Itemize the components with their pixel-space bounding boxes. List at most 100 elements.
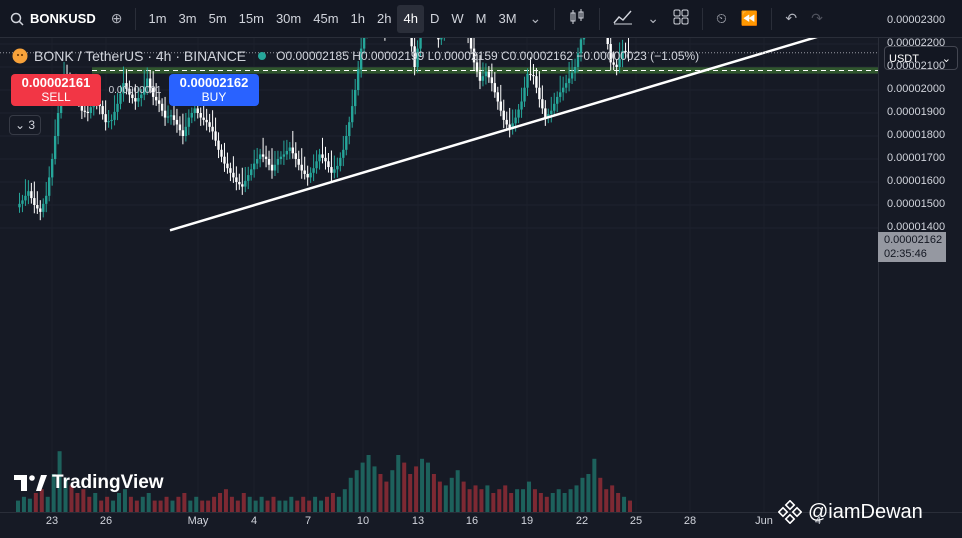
- date-tick-label: May: [187, 515, 209, 527]
- interval-5m[interactable]: 5m: [208, 10, 227, 26]
- candle-body: [478, 71, 482, 81]
- time-axis[interactable]: 23 26 May 4 7 10 13 16 19 22 25 28 Jun 4: [0, 512, 962, 538]
- symbol-search[interactable]: BONKUSD: [0, 0, 104, 37]
- layout-grid-icon[interactable]: [666, 9, 696, 28]
- candle-body: [229, 168, 232, 173]
- volume-bar: [324, 496, 329, 512]
- volume-bar: [27, 498, 32, 512]
- candle-body: [149, 78, 152, 88]
- candle-body: [526, 73, 529, 88]
- chart-legend: BONK / TetherUS · 4h · BINANCE O0.000021…: [12, 48, 699, 64]
- volume-bar: [93, 493, 98, 512]
- candle-body: [333, 169, 336, 173]
- volume-bar: [229, 496, 234, 512]
- interval-w[interactable]: W: [451, 10, 464, 26]
- sell-button[interactable]: 0.00002161 SELL: [11, 74, 101, 106]
- price-tick-label: 0.00002100: [887, 60, 946, 72]
- legend-title: BONK / TetherUS · 4h · BINANCE: [34, 48, 247, 64]
- candle-body: [125, 83, 128, 89]
- candle-body: [300, 164, 303, 171]
- top-toolbar: BONKUSD ⊕ 1m 3m 5m 15m 30m 45m 1h 2h 4h D W M 3M ⌄ ⌄…: [0, 0, 962, 38]
- volume-bar: [485, 485, 490, 512]
- candle-body: [247, 175, 250, 181]
- interval-45m[interactable]: 45m: [313, 10, 339, 26]
- divider: [135, 7, 137, 30]
- candle-body: [315, 161, 318, 169]
- interval-1m[interactable]: 1m: [148, 10, 167, 26]
- price-axis[interactable]: 0.000026000.000025000.000024000.00002300…: [878, 0, 962, 512]
- chevron-down-icon[interactable]: ⌄: [529, 10, 542, 26]
- interval-4h[interactable]: 4h: [397, 4, 424, 33]
- candle-body: [490, 77, 494, 84]
- price-tick-label: 0.00001500: [887, 198, 946, 210]
- date-tick-label: 10: [356, 515, 370, 527]
- volume-bar: [420, 458, 425, 512]
- volume-bar: [140, 496, 145, 512]
- price-tick-label: 0.00001800: [887, 129, 946, 141]
- interval-15m[interactable]: 15m: [238, 10, 264, 26]
- candle-body: [190, 113, 193, 118]
- volume-bar: [111, 500, 116, 512]
- add-symbol-icon[interactable]: ⊕: [110, 10, 123, 26]
- candle-body: [157, 100, 161, 104]
- buy-button[interactable]: 0.00002162 BUY: [169, 74, 259, 106]
- volume-bar: [556, 489, 561, 512]
- binance-logo-icon: [778, 500, 802, 524]
- divider: [554, 7, 556, 30]
- candle-body: [529, 73, 532, 76]
- price-tick-label: 0.00001400: [887, 221, 946, 233]
- volume-bar: [425, 462, 430, 512]
- candle-body: [89, 107, 92, 113]
- date-tick-label: 23: [45, 515, 59, 527]
- interval-m[interactable]: M: [475, 10, 487, 26]
- interval-30m[interactable]: 30m: [275, 10, 302, 26]
- candle-body: [178, 124, 182, 131]
- candle-body: [416, 48, 419, 67]
- candle-body: [18, 203, 21, 208]
- price-tick-label: 0.00002000: [887, 83, 946, 95]
- candle-body: [101, 106, 104, 115]
- alert-clock-icon[interactable]: ⏲: [716, 10, 727, 26]
- interval-2h[interactable]: 2h: [377, 10, 392, 26]
- candle-body: [279, 156, 283, 159]
- interval-d[interactable]: D: [429, 10, 440, 26]
- replay-icon[interactable]: ⏪: [740, 10, 759, 26]
- redo-icon[interactable]: ↷: [811, 10, 823, 26]
- price-chart[interactable]: [0, 38, 878, 512]
- interval-3m[interactable]: 3m: [178, 10, 197, 26]
- undo-icon[interactable]: ↶: [785, 10, 798, 26]
- candle-style-icon[interactable]: [561, 9, 593, 28]
- volume-bar: [16, 500, 20, 512]
- chevron-down-icon[interactable]: ⌄: [647, 10, 659, 26]
- indicators-collapse-button[interactable]: ⌄ 3: [9, 115, 41, 135]
- indicators-icon[interactable]: [606, 9, 640, 28]
- interval-1h[interactable]: 1h: [350, 10, 366, 26]
- candle-body: [550, 110, 553, 115]
- candle-body: [208, 122, 211, 127]
- candle-body: [339, 157, 342, 166]
- volume-bar: [574, 485, 579, 512]
- price-tick-label: 0.00002400: [887, 0, 945, 3]
- candle-body: [232, 172, 235, 178]
- candle-body: [45, 195, 48, 204]
- candle-body: [544, 108, 547, 118]
- candle-body: [36, 205, 39, 209]
- candle-body: [615, 64, 618, 67]
- interval-3m[interactable]: 3M: [498, 10, 517, 26]
- candle-body: [567, 78, 571, 84]
- candle-body: [211, 126, 214, 132]
- candle-body: [151, 87, 155, 97]
- candle-body: [419, 38, 422, 49]
- currency-select[interactable]: USDT ⌄: [884, 46, 958, 70]
- candle-body: [413, 46, 416, 67]
- candle-body: [535, 76, 538, 88]
- candle-body: [303, 170, 306, 174]
- volume-bar: [206, 500, 211, 512]
- symbol-label: BONKUSD: [30, 11, 96, 26]
- candle-body: [39, 208, 42, 212]
- candle-body: [33, 198, 36, 205]
- candle-body: [235, 177, 238, 182]
- volume-bar: [63, 477, 68, 512]
- candle-body: [261, 154, 265, 157]
- volume-bar: [580, 477, 585, 512]
